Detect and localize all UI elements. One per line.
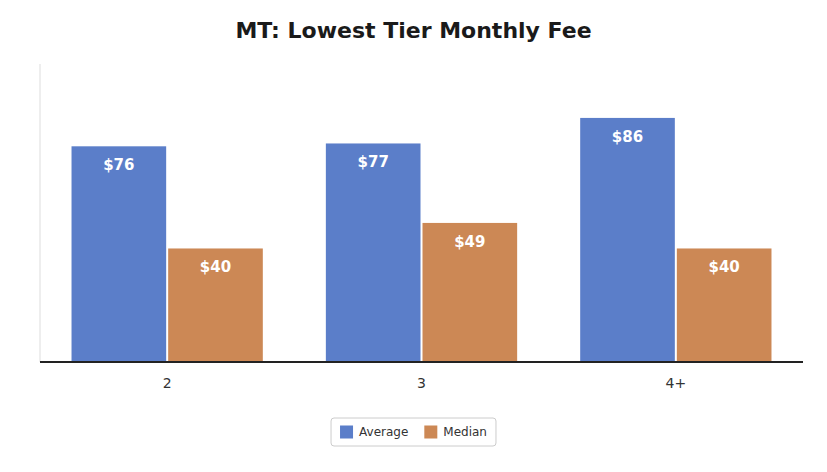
data-label: $40	[709, 258, 740, 276]
bar	[326, 143, 421, 362]
data-label: $49	[454, 233, 485, 251]
bar	[423, 223, 518, 362]
chart-container: MT: Lowest Tier Monthly Fee$76$77$86$40$…	[0, 0, 827, 472]
data-label: $40	[200, 258, 231, 276]
legend-swatch	[424, 426, 437, 439]
legend-box	[331, 418, 496, 446]
data-label: $76	[103, 156, 134, 174]
legend-label: Median	[443, 425, 487, 439]
legend: Average Median	[331, 418, 496, 446]
x-tick-label: 3	[417, 375, 426, 391]
x-tick-label: 4+	[666, 375, 687, 391]
y-axis-line	[40, 64, 41, 362]
data-label: $86	[612, 128, 643, 146]
legend-swatch	[340, 426, 353, 439]
x-tick-label: 2	[163, 375, 172, 391]
data-label: $77	[358, 153, 389, 171]
title: MT: Lowest Tier Monthly Fee	[235, 18, 591, 43]
bar	[72, 146, 167, 362]
legend-label: Average	[359, 425, 408, 439]
bar	[580, 118, 675, 362]
bars	[72, 118, 772, 362]
x-axis-line	[40, 361, 803, 363]
bar	[168, 248, 263, 362]
data-labels: $76 $77 $86 $40 $49 $40	[103, 128, 740, 277]
chart: MT: Lowest Tier Monthly Fee$76$77$86$40$…	[0, 0, 827, 472]
bar	[677, 248, 772, 362]
